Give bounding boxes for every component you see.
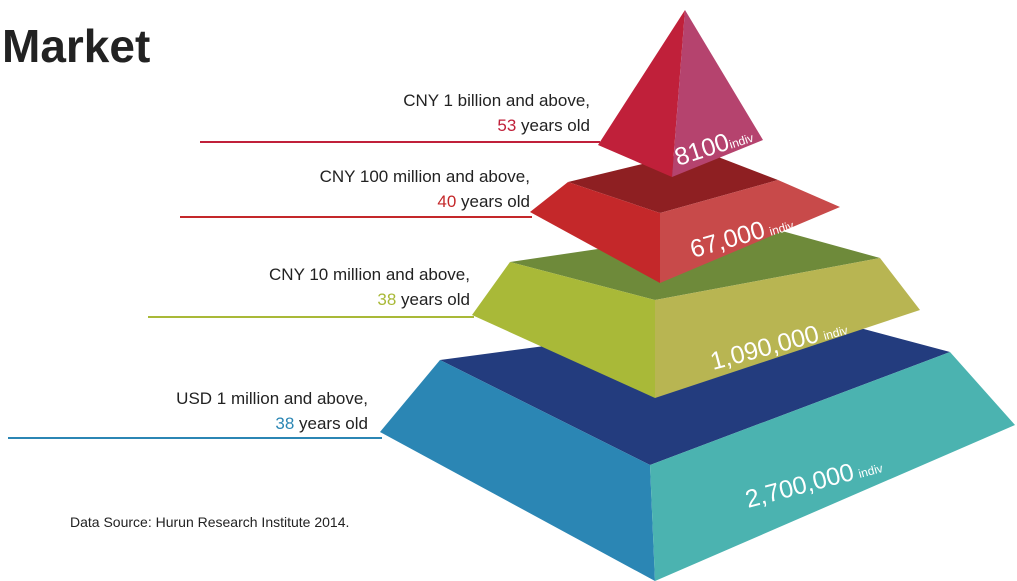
tier-label: CNY 1 billion and above, xyxy=(403,91,590,110)
tier-age: 53 years old xyxy=(497,116,590,135)
tier-age: 40 years old xyxy=(437,192,530,211)
tier-label: USD 1 million and above, xyxy=(176,389,368,408)
tier-age: 38 years old xyxy=(275,414,368,433)
tier-left xyxy=(598,10,685,177)
age-suffix: years old xyxy=(299,414,368,433)
tier-left xyxy=(380,360,655,581)
source: Data Source: Hurun Research Institute 20… xyxy=(70,514,349,530)
age-value: 38 xyxy=(377,290,396,309)
age-value: 53 xyxy=(497,116,516,135)
count-unit: indiv xyxy=(768,218,796,238)
age-suffix: years old xyxy=(521,116,590,135)
tier-right xyxy=(650,352,1015,581)
count-unit: indiv xyxy=(857,461,884,481)
tier-right xyxy=(660,180,840,283)
age-suffix: years old xyxy=(461,192,530,211)
tier-right xyxy=(672,10,763,177)
tier-right xyxy=(655,258,920,398)
count-unit: indiv xyxy=(822,323,849,343)
age-value: 40 xyxy=(437,192,456,211)
tier-label: CNY 100 million and above, xyxy=(320,167,530,186)
age-suffix: years old xyxy=(401,290,470,309)
tier-left xyxy=(472,262,655,398)
tier-age: 38 years old xyxy=(377,290,470,309)
tier-top xyxy=(568,150,778,213)
age-value: 38 xyxy=(275,414,294,433)
tier-label: CNY 10 million and above, xyxy=(269,265,470,284)
tier-left xyxy=(530,182,660,283)
title: Market xyxy=(2,20,150,72)
